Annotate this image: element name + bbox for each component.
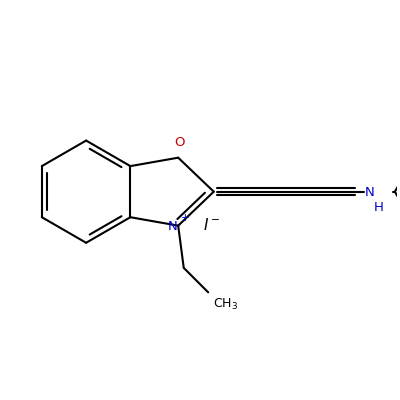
Text: +: + (180, 213, 189, 223)
Text: N: N (365, 186, 375, 199)
Text: N: N (167, 220, 177, 233)
Text: $I^-$: $I^-$ (203, 217, 220, 233)
Text: O: O (174, 136, 184, 149)
Text: H: H (374, 200, 384, 214)
Text: CH$_3$: CH$_3$ (213, 297, 238, 312)
